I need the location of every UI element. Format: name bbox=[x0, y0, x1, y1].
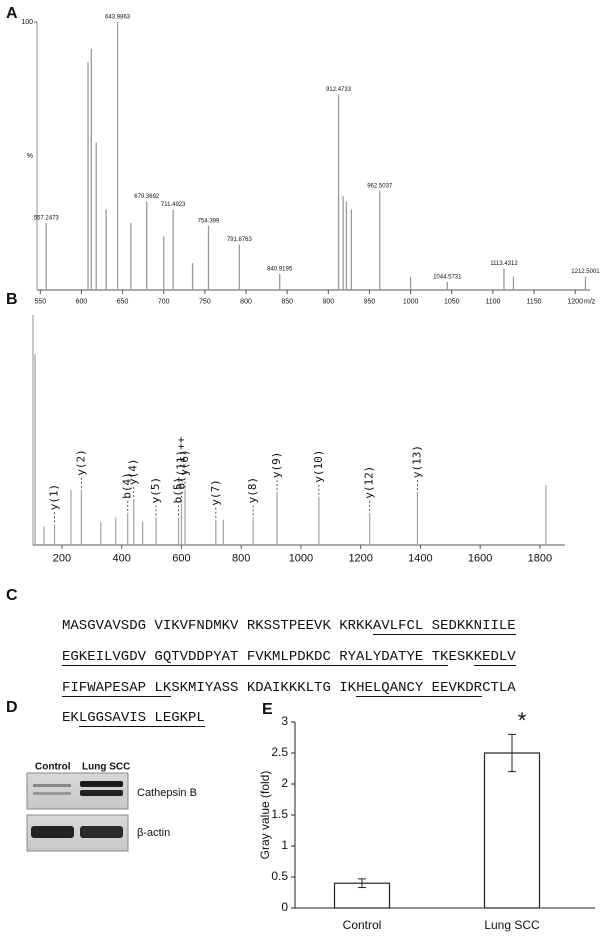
ion-label: b†(11)++ bbox=[174, 436, 187, 489]
panel-letter: C bbox=[6, 587, 18, 604]
y-axis-label: % bbox=[27, 153, 33, 160]
x-tick-label: Lung SCC bbox=[484, 918, 540, 932]
x-tick-label: 1600 bbox=[468, 552, 492, 564]
ion-label: y(2) bbox=[74, 449, 87, 476]
peak-label: 643.9863 bbox=[105, 15, 131, 21]
blot: Control Lung SCC Cathepsin B β-actin bbox=[26, 762, 197, 852]
x-tick-label: 800 bbox=[240, 298, 252, 305]
ion-label: y(4) bbox=[127, 459, 140, 486]
y-axis-label: Gray value (fold) bbox=[258, 771, 272, 860]
peak-label: 679.3692 bbox=[134, 194, 160, 200]
peak-label: 1044.5731 bbox=[433, 275, 462, 281]
ion-label: y(10) bbox=[312, 450, 325, 483]
panel-letter: A bbox=[6, 5, 18, 22]
sequence-line: FIFWAPESAP LKSKMIYASS KDAIKKKLTG IKHELQA… bbox=[62, 679, 516, 711]
x-tick-label: 850 bbox=[281, 298, 293, 305]
x-tick-label: 550 bbox=[34, 298, 46, 305]
x-tick-label: 1000 bbox=[289, 552, 313, 564]
y-tick-label: 1.5 bbox=[271, 807, 288, 821]
x-tick-label: 700 bbox=[158, 298, 170, 305]
ion-label: y(7) bbox=[209, 479, 222, 506]
ion-label: y(13) bbox=[410, 445, 423, 478]
ion-label: y(6) bbox=[178, 449, 191, 476]
y-tick-label: 100 bbox=[21, 19, 33, 26]
peak-label: 962.5037 bbox=[367, 183, 393, 189]
peptide-segment: FIFWAPESAP LK bbox=[62, 679, 172, 697]
peptide-segment: AVLFCL SEDKKNIILE bbox=[372, 618, 516, 635]
peptide-segment: HELQANCY EEVKDR bbox=[356, 679, 483, 697]
sequence-segment: EK bbox=[62, 710, 79, 727]
x-tick-label: 1050 bbox=[444, 298, 460, 305]
peak-label: 1113.4312 bbox=[490, 261, 518, 267]
ion-label: y(9) bbox=[270, 452, 283, 479]
band bbox=[80, 781, 123, 787]
y-tick-label: 2 bbox=[281, 776, 288, 790]
x-tick-label: 750 bbox=[199, 298, 211, 305]
bar bbox=[483, 752, 541, 909]
y-tick-label: 3 bbox=[281, 714, 288, 728]
panel-letter: B bbox=[6, 291, 18, 308]
sequence-segment: SKMIYASS KDAIKKKLTG IK bbox=[171, 679, 357, 696]
sequence-segment: CTLA bbox=[482, 679, 516, 696]
x-tick-label: 1100 bbox=[485, 298, 500, 305]
band-label: β-actin bbox=[137, 827, 170, 839]
x-tick-label: 600 bbox=[76, 298, 88, 305]
y-tick-label: 0 bbox=[281, 900, 288, 914]
peak-label: 711.4923 bbox=[161, 202, 186, 208]
x-tick-label: 200 bbox=[53, 552, 71, 564]
peak-label: 791.8763 bbox=[227, 237, 253, 243]
x-tick-label: 1150 bbox=[527, 298, 542, 305]
lane-label: Lung SCC bbox=[82, 762, 130, 773]
band bbox=[33, 792, 71, 795]
sequence: MASGVAVSDG VIKVFNDMKV RKSSTPEEVK KRKKAVL… bbox=[62, 618, 516, 741]
peptide-segment: KEDLV bbox=[473, 648, 516, 666]
peptide-segment: EGKEILVGDV GQTVDDPYAT FVKMLPDKDC RYALYDA… bbox=[62, 648, 449, 666]
panel-letter: E bbox=[262, 701, 273, 718]
x-tick-label: 1200 bbox=[348, 552, 372, 564]
ion-label: b(4) bbox=[121, 472, 134, 499]
ion-label: y(5) bbox=[149, 477, 162, 504]
x-tick-label: 1400 bbox=[408, 552, 432, 564]
x-tick-label: 950 bbox=[364, 298, 376, 305]
x-tick-label: Control bbox=[343, 918, 382, 932]
band bbox=[80, 826, 123, 838]
peptide-segment: LGGSAVIS LEGKPL bbox=[78, 710, 205, 728]
x-tick-label: 1200 bbox=[567, 298, 583, 305]
significance-mark: * bbox=[518, 708, 527, 733]
panel-letter: D bbox=[6, 699, 18, 716]
x-axis-label: m/z bbox=[584, 298, 596, 305]
y-tick-label: 2.5 bbox=[271, 745, 288, 759]
y-tick-label: 0.5 bbox=[271, 869, 288, 883]
peak-label: 912.4733 bbox=[326, 87, 352, 93]
band bbox=[80, 790, 123, 796]
peak-label: 557.2473 bbox=[34, 216, 60, 222]
x-tick-label: 1000 bbox=[403, 298, 419, 305]
ion-label: y(8) bbox=[246, 477, 259, 504]
peak-label: 754.399 bbox=[198, 218, 220, 224]
y-tick-label: 1 bbox=[281, 838, 288, 852]
x-tick-label: 650 bbox=[117, 298, 129, 305]
band bbox=[31, 826, 74, 838]
ion-label: y(1) bbox=[48, 484, 61, 511]
peak-label: 840.9195 bbox=[267, 266, 293, 272]
sequence-segment: ESK bbox=[448, 648, 474, 665]
sequence-line: MASGVAVSDG VIKVFNDMKV RKSSTPEEVK KRKKAVL… bbox=[62, 618, 516, 649]
peak-label: 1212.5001 bbox=[571, 269, 600, 275]
x-tick-label: 1800 bbox=[528, 552, 552, 564]
x-tick-label: 400 bbox=[113, 552, 131, 564]
band-label: Cathepsin B bbox=[137, 787, 197, 799]
blot-strip bbox=[26, 772, 129, 810]
sequence-segment: MASGVAVSDG VIKVFNDMKV RKSSTPEEVK KRKK bbox=[62, 618, 373, 634]
lane-label: Control bbox=[35, 762, 71, 773]
x-tick-label: 600 bbox=[172, 552, 190, 564]
ion-label: y(12) bbox=[363, 466, 376, 499]
band bbox=[33, 784, 71, 787]
sequence-line: EKLGGSAVIS LEGKPL bbox=[62, 710, 516, 741]
x-tick-label: 800 bbox=[232, 552, 250, 564]
sequence-line: EGKEILVGDV GQTVDDPYAT FVKMLPDKDC RYALYDA… bbox=[62, 648, 516, 680]
x-tick-label: 900 bbox=[322, 298, 334, 305]
